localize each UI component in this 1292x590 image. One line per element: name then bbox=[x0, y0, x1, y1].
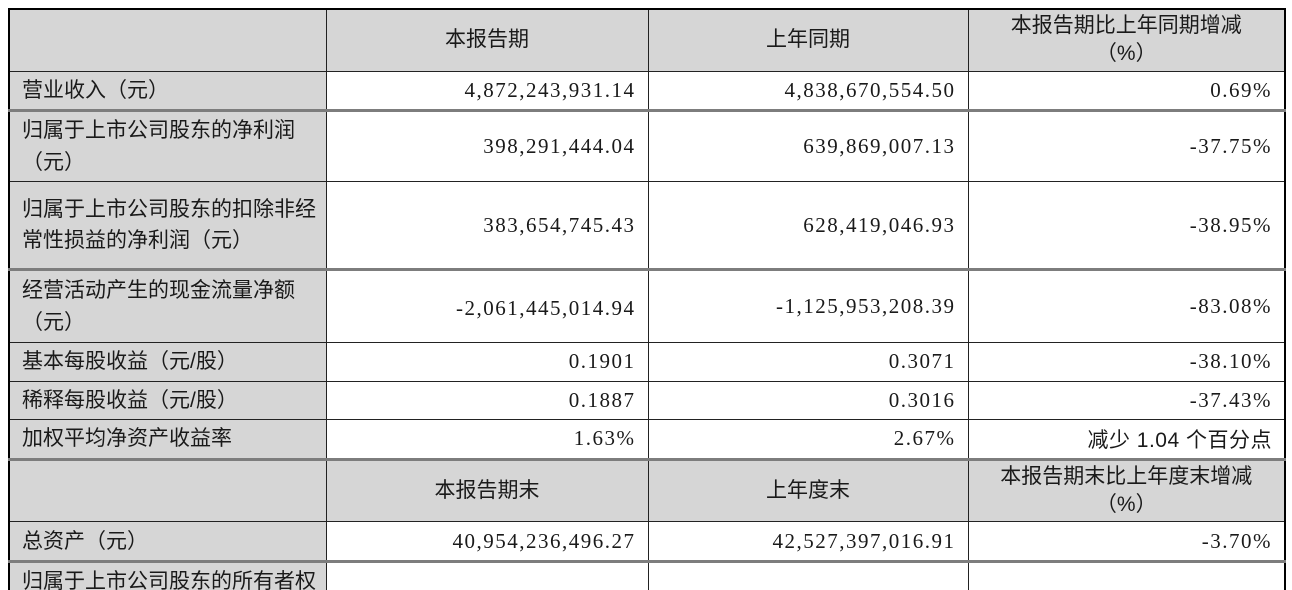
value-prior: 42,527,397,016.91 bbox=[647, 521, 969, 563]
period-header-row: 本报告期 上年同期 本报告期比上年同期增减 （%） bbox=[8, 8, 1286, 72]
value-current: 40,954,236,496.27 bbox=[325, 521, 649, 563]
table-row: 稀释每股收益（元/股） 0.1887 0.3016 -37.43% bbox=[8, 380, 1286, 421]
value-change: 1.67% bbox=[967, 560, 1286, 590]
header-current-period-end: 本报告期末 bbox=[325, 457, 649, 523]
value-prior: 0.3071 bbox=[647, 342, 969, 382]
value-prior: 0.3016 bbox=[647, 380, 969, 421]
value-change: -83.08% bbox=[967, 268, 1286, 344]
table-row: 总资产（元） 40,954,236,496.27 42,527,397,016.… bbox=[8, 521, 1286, 563]
row-label: 基本每股收益（元/股） bbox=[8, 342, 327, 382]
table-row: 基本每股收益（元/股） 0.1901 0.3071 -38.10% bbox=[8, 342, 1286, 382]
value-change: 减少 1.04 个百分点 bbox=[967, 419, 1286, 460]
value-current: 398,291,444.04 bbox=[325, 109, 649, 183]
value-prior: 4,838,670,554.50 bbox=[647, 70, 969, 112]
table-row: 经营活动产生的现金流量净额（元） -2,061,445,014.94 -1,12… bbox=[8, 268, 1286, 344]
header-endpoint-change: 本报告期末比上年度末增减 （%） bbox=[967, 457, 1286, 523]
value-change: -37.75% bbox=[967, 109, 1286, 183]
value-prior: -1,125,953,208.39 bbox=[647, 268, 969, 344]
row-label: 稀释每股收益（元/股） bbox=[8, 380, 327, 421]
value-change: -37.43% bbox=[967, 380, 1286, 421]
value-current: 24,673,198,125.22 bbox=[325, 560, 649, 590]
table-row: 归属于上市公司股东的所有者权益（元） 24,673,198,125.22 24,… bbox=[8, 560, 1286, 590]
financial-summary-table: 本报告期 上年同期 本报告期比上年同期增减 （%） 营业收入（元） 4,872,… bbox=[8, 8, 1286, 590]
table-row: 加权平均净资产收益率 1.63% 2.67% 减少 1.04 个百分点 bbox=[8, 419, 1286, 460]
row-label: 归属于上市公司股东的净利润（元） bbox=[8, 109, 327, 183]
value-current: 0.1901 bbox=[325, 342, 649, 382]
value-current: 0.1887 bbox=[325, 380, 649, 421]
header-period-change: 本报告期比上年同期增减 （%） bbox=[967, 8, 1286, 72]
value-change: 0.69% bbox=[967, 70, 1286, 112]
value-prior: 24,268,207,627.08 bbox=[647, 560, 969, 590]
header-blank-cell bbox=[8, 457, 327, 523]
value-current: 383,654,745.43 bbox=[325, 181, 649, 271]
header-period-change-line2: （%） bbox=[1095, 42, 1157, 66]
header-blank-cell bbox=[8, 8, 327, 72]
row-label: 总资产（元） bbox=[8, 521, 327, 563]
value-prior: 639,869,007.13 bbox=[647, 109, 969, 183]
row-label: 归属于上市公司股东的所有者权益（元） bbox=[8, 560, 327, 590]
value-change: -38.95% bbox=[967, 181, 1286, 271]
value-current: 1.63% bbox=[325, 419, 649, 460]
row-label: 归属于上市公司股东的扣除非经常性损益的净利润（元） bbox=[8, 181, 327, 271]
row-label: 加权平均净资产收益率 bbox=[8, 419, 327, 460]
endpoint-header-row: 本报告期末 上年度末 本报告期末比上年度末增减 （%） bbox=[8, 457, 1286, 523]
value-prior: 628,419,046.93 bbox=[647, 181, 969, 271]
table-row: 营业收入（元） 4,872,243,931.14 4,838,670,554.5… bbox=[8, 70, 1286, 112]
table-row: 归属于上市公司股东的扣除非经常性损益的净利润（元） 383,654,745.43… bbox=[8, 181, 1286, 271]
row-label: 经营活动产生的现金流量净额（元） bbox=[8, 268, 327, 344]
value-prior: 2.67% bbox=[647, 419, 969, 460]
row-label: 营业收入（元） bbox=[8, 70, 327, 112]
header-prior-period: 上年同期 bbox=[647, 8, 969, 72]
header-endpoint-change-line1: 本报告期末比上年度末增减 bbox=[1000, 464, 1253, 488]
header-endpoint-change-line2: （%） bbox=[1095, 493, 1157, 517]
value-current: 4,872,243,931.14 bbox=[325, 70, 649, 112]
table-row: 归属于上市公司股东的净利润（元） 398,291,444.04 639,869,… bbox=[8, 109, 1286, 183]
header-period-change-line1: 本报告期比上年同期增减 bbox=[1010, 14, 1242, 37]
header-current-period: 本报告期 bbox=[325, 8, 649, 72]
value-current: -2,061,445,014.94 bbox=[325, 268, 649, 344]
value-change: -3.70% bbox=[967, 521, 1286, 563]
header-prior-year-end: 上年度末 bbox=[647, 457, 969, 523]
value-change: -38.10% bbox=[967, 342, 1286, 382]
